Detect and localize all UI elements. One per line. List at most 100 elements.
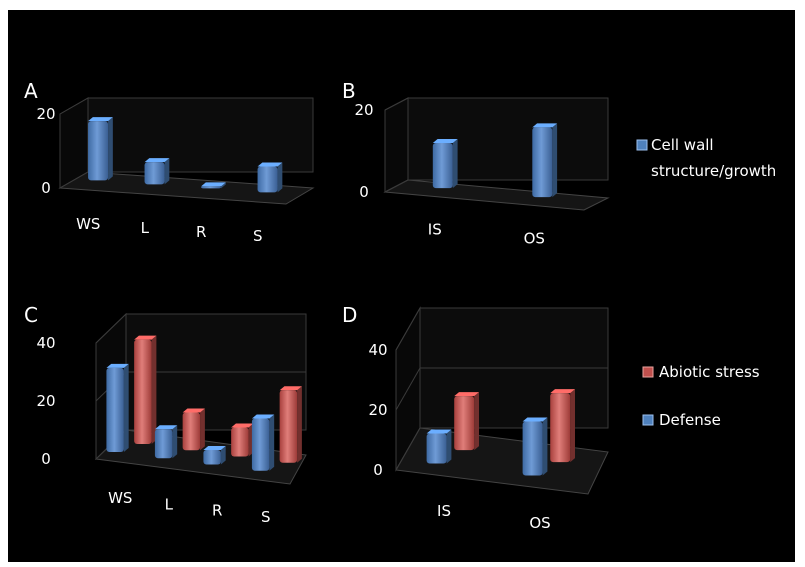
chart-panel-c: 0 20 40 WS L R S bbox=[36, 312, 307, 526]
x-category-label: IS bbox=[428, 221, 442, 239]
y-tick-label: 40 bbox=[36, 334, 55, 352]
bar-front-face bbox=[432, 143, 453, 189]
bar-top-face bbox=[257, 162, 283, 167]
bar-cell-wall-structure-growth-l bbox=[144, 158, 170, 185]
y-tick-label: 20 bbox=[354, 101, 373, 119]
gridline-side bbox=[59, 97, 89, 115]
x-category-label: L bbox=[165, 495, 174, 513]
bar-defense-r bbox=[203, 445, 226, 465]
bar-top-face bbox=[454, 392, 479, 397]
chart-panel-b: 0 20 IS OS bbox=[354, 97, 610, 248]
y-tick-label: 0 bbox=[41, 450, 51, 468]
bar-side-face bbox=[277, 162, 283, 193]
back-wall bbox=[87, 97, 314, 173]
figure-svg: A B C D 0 20 WS L R S 0 20 IS OS 0 20 40 WS L R S 0 20 4… bbox=[24, 79, 776, 532]
bar-top-face bbox=[88, 117, 113, 122]
legend-label-cell-wall-line2: structure/growth bbox=[651, 162, 776, 180]
y-tick-label: 40 bbox=[368, 341, 387, 359]
bar-abiotic-stress-s bbox=[279, 386, 302, 463]
legend-label-cell-wall-line1: Cell wall bbox=[651, 136, 714, 154]
bar-side-face bbox=[221, 182, 226, 189]
bar-front-face bbox=[182, 412, 201, 451]
bar-top-face bbox=[106, 363, 129, 368]
bar-front-face bbox=[144, 162, 165, 185]
legend-label-defense: Defense bbox=[659, 411, 721, 429]
bar-top-face bbox=[251, 414, 275, 419]
bar-front-face bbox=[134, 339, 152, 444]
side-wall bbox=[384, 97, 409, 193]
bar-top-face bbox=[550, 389, 575, 394]
legend-swatch-cell-wall bbox=[636, 139, 648, 151]
x-category-label: R bbox=[212, 502, 222, 520]
bar-abiotic-stress-is bbox=[454, 392, 479, 451]
bar-front-face bbox=[454, 396, 475, 451]
x-category-label: IS bbox=[437, 502, 451, 520]
gridline-side bbox=[395, 427, 421, 471]
y-tick-label: 20 bbox=[36, 105, 55, 123]
bar-front-face bbox=[154, 429, 173, 459]
bar-side-face bbox=[452, 139, 458, 189]
bar-side-face bbox=[123, 363, 129, 452]
y-tick-label: 0 bbox=[41, 179, 51, 197]
bar-side-face bbox=[108, 117, 113, 181]
bar-front-face bbox=[201, 186, 222, 189]
bar-abiotic-stress-r bbox=[231, 423, 254, 457]
gridline-side bbox=[384, 179, 409, 193]
bar-top-face bbox=[426, 429, 452, 434]
bar-cell-wall-structure-growth-is bbox=[432, 139, 458, 189]
bar-front-face bbox=[251, 418, 270, 471]
bar-side-face bbox=[164, 158, 170, 185]
x-category-label: S bbox=[253, 227, 263, 245]
bar-cell-wall-structure-growth-os bbox=[532, 123, 558, 198]
x-category-label: S bbox=[261, 508, 271, 526]
panel-letter-d: D bbox=[342, 303, 357, 327]
bar-side-face bbox=[474, 392, 479, 451]
bar-top-face bbox=[203, 445, 226, 450]
y-tick-label: 20 bbox=[36, 392, 55, 410]
bar-front-face bbox=[426, 433, 447, 464]
chart-panel-a: 0 20 WS L R S bbox=[36, 97, 315, 245]
bar-front-face bbox=[106, 367, 124, 452]
bar-top-face bbox=[201, 182, 226, 187]
bar-front-face bbox=[532, 127, 553, 198]
bar-side-face bbox=[570, 389, 575, 463]
x-category-label: L bbox=[141, 219, 150, 237]
panel-letter-c: C bbox=[24, 303, 38, 327]
bar-side-face bbox=[200, 408, 205, 451]
bar-cell-wall-structure-growth-r bbox=[201, 182, 226, 189]
chart-panel-d: 0 20 40 IS OS bbox=[368, 306, 609, 532]
bar-abiotic-stress-ws bbox=[134, 335, 157, 444]
bar-front-face bbox=[88, 121, 109, 181]
x-category-label: OS bbox=[524, 230, 545, 248]
bar-front-face bbox=[550, 393, 571, 463]
bar-top-face bbox=[154, 425, 178, 430]
bar-front-face bbox=[231, 427, 249, 457]
bar-top-face bbox=[432, 139, 458, 144]
bar-top-face bbox=[144, 158, 170, 163]
bar-side-face bbox=[269, 414, 275, 471]
gridline-side bbox=[59, 171, 89, 189]
bar-top-face bbox=[134, 335, 157, 340]
legend-swatch-abiotic-stress bbox=[642, 366, 654, 378]
bar-defense-is bbox=[426, 429, 452, 464]
bar-defense-ws bbox=[106, 363, 129, 452]
y-tick-label: 20 bbox=[368, 401, 387, 419]
bar-cell-wall-structure-growth-ws bbox=[88, 117, 113, 181]
bar-abiotic-stress-os bbox=[550, 389, 575, 463]
x-category-label: WS bbox=[108, 489, 132, 507]
bar-top-face bbox=[231, 423, 254, 428]
bar-side-face bbox=[220, 445, 226, 465]
x-category-label: R bbox=[196, 223, 206, 241]
bar-side-face bbox=[151, 335, 157, 444]
gridline-side bbox=[395, 307, 421, 351]
bar-abiotic-stress-l bbox=[182, 408, 205, 451]
gridline-side bbox=[95, 313, 127, 344]
y-tick-label: 0 bbox=[373, 461, 383, 479]
bar-defense-os bbox=[522, 417, 548, 476]
bar-defense-l bbox=[154, 425, 178, 459]
x-category-label: WS bbox=[76, 215, 100, 233]
bar-side-face bbox=[552, 123, 558, 198]
gridline-side bbox=[384, 97, 409, 111]
bar-side-face bbox=[297, 386, 302, 463]
panel-letter-b: B bbox=[342, 79, 356, 103]
